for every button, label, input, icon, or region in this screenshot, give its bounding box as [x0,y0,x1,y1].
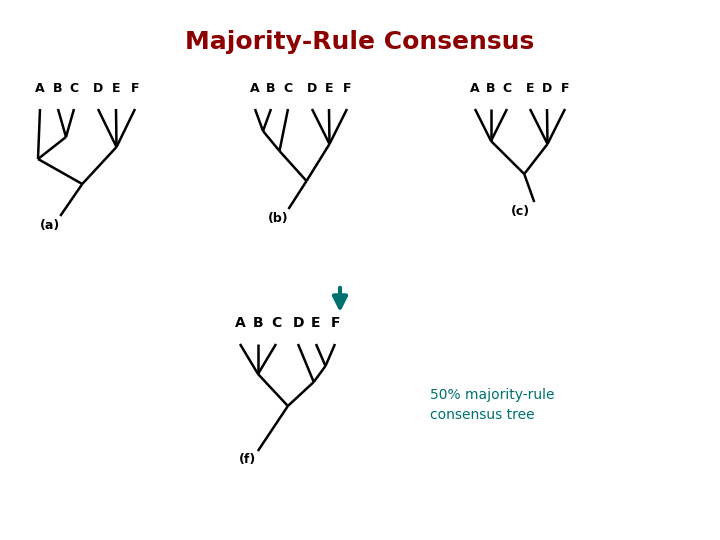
Text: C: C [284,82,292,95]
Text: A: A [470,82,480,95]
Text: B: B [486,82,496,95]
Text: A: A [235,316,246,330]
Text: (c): (c) [510,205,530,218]
Text: B: B [266,82,276,95]
Text: B: B [253,316,264,330]
Text: F: F [343,82,351,95]
Text: C: C [69,82,78,95]
Text: E: E [112,82,120,95]
Text: D: D [542,82,552,95]
Text: D: D [93,82,103,95]
Text: E: E [526,82,534,95]
Text: Majority-Rule Consensus: Majority-Rule Consensus [185,30,535,54]
Text: A: A [35,82,45,95]
Text: D: D [307,82,317,95]
Text: 50% majority-rule
consensus tree: 50% majority-rule consensus tree [430,388,554,422]
Text: E: E [311,316,320,330]
Text: C: C [271,316,281,330]
Text: F: F [131,82,139,95]
Text: (b): (b) [268,212,289,225]
Text: F: F [330,316,340,330]
Text: C: C [503,82,512,95]
Text: B: B [53,82,63,95]
Text: (f): (f) [239,453,256,466]
Text: (a): (a) [40,219,60,232]
Text: A: A [250,82,260,95]
Text: D: D [292,316,304,330]
Text: E: E [325,82,333,95]
Text: F: F [561,82,570,95]
